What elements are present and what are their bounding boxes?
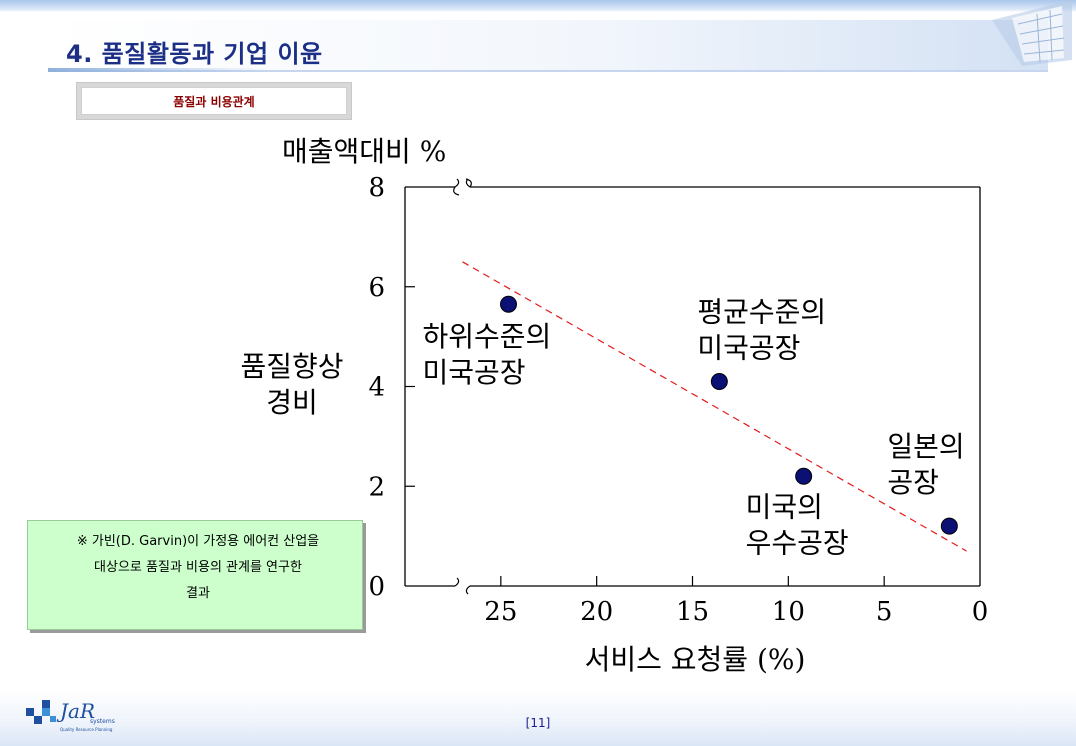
point-label-line: 미국공장 xyxy=(697,332,800,365)
point-label-line: 일본의 xyxy=(887,430,964,463)
page-title: 4. 품질활동과 기업 이윤 xyxy=(66,40,323,68)
note-line: ※ 가빈(D. Garvin)이 가정용 에어컨 산업을 xyxy=(76,534,320,549)
chart-trend xyxy=(462,261,967,552)
building-graphic-icon xyxy=(992,0,1072,66)
logo-tagline: Quality Resource Planning xyxy=(60,727,113,732)
x-tick-label: 5 xyxy=(876,597,893,627)
y-axis-label-line: 품질향상 xyxy=(240,350,343,383)
chart-ticks: 0 2 4 6 8 25 20 15 10 5 0 xyxy=(368,173,988,627)
x-tick-label: 25 xyxy=(484,597,517,627)
page-number: [11] xyxy=(525,716,551,730)
point-label-line: 미국의 xyxy=(746,490,823,523)
y-tick-label: 6 xyxy=(368,273,385,303)
footer-band xyxy=(0,690,1076,746)
axis-break-top xyxy=(453,178,472,196)
top-band xyxy=(0,0,1076,12)
y-tick-label: 8 xyxy=(368,173,385,203)
chart-frame xyxy=(404,178,981,595)
chart-points xyxy=(500,295,958,535)
data-point xyxy=(795,467,813,485)
point-label-line: 미국공장 xyxy=(423,356,526,389)
logo-subtext: systems xyxy=(90,718,115,725)
y-axis-label-line: 경비 xyxy=(266,386,318,419)
subtitle-box: 품질과 비용관계 xyxy=(76,82,352,120)
y-axis-top-label: 매출액대비 % xyxy=(282,135,446,168)
axis-break-bottom xyxy=(454,577,471,595)
x-tick-label: 10 xyxy=(772,597,805,627)
logo-text: JaR xyxy=(56,699,95,723)
x-tick-label: 15 xyxy=(676,597,709,627)
x-tick-label: 20 xyxy=(580,597,613,627)
point-label-line: 하위수준의 xyxy=(423,320,552,353)
header-bar xyxy=(48,20,1048,72)
x-axis-label: 서비스 요청률 (%) xyxy=(585,643,806,676)
y-tick-label: 0 xyxy=(368,572,385,602)
point-label-line: 평균수준의 xyxy=(697,296,826,329)
note-line: 결과 xyxy=(186,586,210,601)
y-tick-label: 2 xyxy=(368,472,385,502)
data-point xyxy=(940,517,958,535)
data-point xyxy=(710,373,728,391)
x-tick-label: 0 xyxy=(972,597,989,627)
point-label-line: 공장 xyxy=(887,466,939,499)
note-line: 대상으로 품질과 비용의 관계를 연구한 xyxy=(94,560,302,575)
data-point xyxy=(500,295,517,313)
trend-line xyxy=(462,261,967,552)
company-logo: JaR systems Quality Resource Planning xyxy=(26,699,115,732)
note-text: ※ 가빈(D. Garvin)이 가정용 에어컨 산업을 대상으로 품질과 비용… xyxy=(38,529,358,607)
subtitle-label: 품질과 비용관계 xyxy=(81,87,347,115)
y-tick-label: 4 xyxy=(368,373,385,403)
point-label-line: 우수공장 xyxy=(746,526,849,559)
note-box: ※ 가빈(D. Garvin)이 가정용 에어컨 산업을 대상으로 품질과 비용… xyxy=(27,520,363,630)
